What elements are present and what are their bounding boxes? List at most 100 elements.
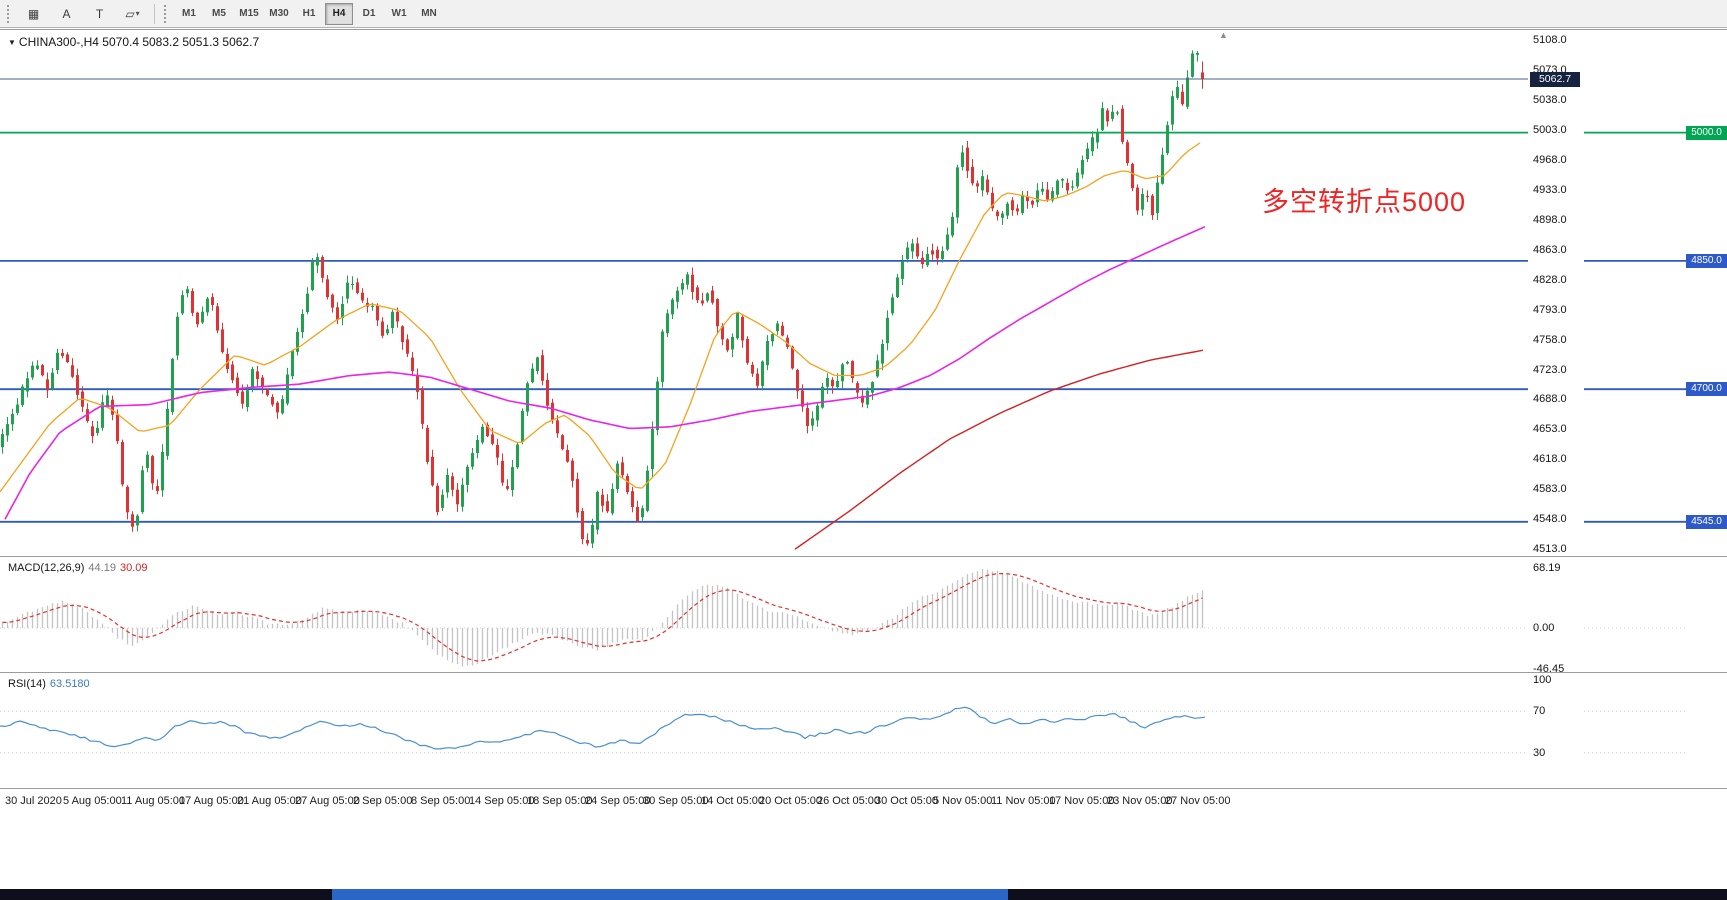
- price-axis-label: 4793.0: [1533, 304, 1567, 316]
- time-label: 24 Sep 05:00: [585, 795, 651, 807]
- rsi-axis-label: 100: [1533, 674, 1552, 686]
- timeframe-button-M30[interactable]: M30: [269, 8, 289, 19]
- timeframe-button-H1[interactable]: H1: [302, 8, 316, 19]
- hline-price-tags: 5000.0 4850.0 4700.0 4545.0: [1686, 30, 1727, 788]
- panel-separator[interactable]: [0, 672, 1727, 673]
- panel-separator[interactable]: [0, 788, 1727, 789]
- rsi-name: RSI(14): [8, 678, 46, 690]
- chart-symbol-period: CHINA300-,H4: [18, 35, 99, 49]
- time-label: 17 Aug 05:00: [179, 795, 244, 807]
- time-label: 14 Sep 05:00: [469, 795, 535, 807]
- time-label: 18 Sep 05:00: [527, 795, 593, 807]
- time-label: 5 Nov 05:00: [933, 795, 993, 807]
- rsi-axis-label: 30: [1533, 747, 1546, 759]
- hline-tag-4545.0: 4545.0: [1686, 515, 1727, 529]
- time-label: 27 Aug 05:00: [295, 795, 360, 807]
- macd-name: MACD(12,26,9): [8, 562, 85, 574]
- timeframe-drag-handle[interactable]: [164, 4, 170, 23]
- time-label: 8 Sep 05:00: [411, 795, 471, 807]
- grid-icon-glyph: ▦: [27, 6, 40, 21]
- time-label: 26 Oct 05:00: [817, 795, 880, 807]
- timeframe-button-M5[interactable]: M5: [212, 8, 226, 19]
- macd-canvas[interactable]: [0, 558, 1688, 672]
- price-axis-label: 4723.0: [1533, 364, 1567, 376]
- rsi-value: 63.5180: [49, 678, 90, 690]
- timeframe-button-M1[interactable]: M1: [182, 8, 196, 19]
- rsi-indicator-label: RSI(14) 63.5180: [8, 678, 90, 690]
- ma-slow-line: [794, 349, 1204, 550]
- chart-ohlc-values: 5070.4 5083.2 5051.3 5062.7: [102, 35, 260, 49]
- toolbar: ▦ A T ▱ ▾ M1 M5 M15 M30 H1 H4 D1 W1 MN: [0, 0, 1727, 28]
- price-axis[interactable]: 5062.7 5108.0 5073.0 5038.0 5003.0 4968.0 493…: [1528, 30, 1584, 788]
- hline-tag-5000.0: 5000.0: [1686, 126, 1727, 140]
- time-label: 17 Nov 05:00: [1049, 795, 1115, 807]
- bottom-strip-highlight: [332, 889, 1008, 900]
- price-axis-label: 5108.0: [1533, 34, 1567, 46]
- time-label: 30 Sep 05:00: [643, 795, 709, 807]
- time-axis[interactable]: 30 Jul 2020 5 Aug 05:00 11 Aug 05:00 17 Aug…: [0, 790, 1727, 812]
- rsi-canvas[interactable]: [0, 674, 1688, 788]
- timeframe-button-D1[interactable]: D1: [362, 8, 376, 19]
- rsi-axis-label: 70: [1533, 705, 1546, 717]
- toolbar-drag-handle[interactable]: [7, 4, 13, 23]
- hline-tag-4850.0: 4850.0: [1686, 254, 1727, 268]
- shapes-dropdown-button-glyph: ▱: [125, 6, 135, 21]
- annotation-text[interactable]: 多空转折点5000: [1262, 187, 1467, 217]
- text-tool-button[interactable]: T: [84, 2, 115, 25]
- rsi-line: [0, 706, 1206, 750]
- timeframe-button-MN[interactable]: MN: [421, 8, 437, 19]
- grid-icon[interactable]: ▦: [18, 2, 49, 25]
- price-axis-label: 4758.0: [1533, 334, 1567, 346]
- text-tool-button-glyph: T: [95, 6, 104, 21]
- macd-axis-label: 0.00: [1533, 622, 1555, 634]
- chart-title: ▼ CHINA300-,H4 5070.4 5083.2 5051.3 5062.…: [8, 35, 259, 49]
- price-axis-label: 4688.0: [1533, 393, 1567, 405]
- time-label: 30 Oct 05:00: [875, 795, 938, 807]
- timeframe-button-M15[interactable]: M15: [239, 8, 259, 19]
- candles: [1, 50, 1204, 549]
- chart-marker-icon: ▼: [8, 38, 16, 47]
- timeframe-button-W1[interactable]: W1: [391, 8, 407, 19]
- price-axis-label: 5038.0: [1533, 94, 1567, 106]
- timeframe-button-H4[interactable]: H4: [325, 2, 353, 25]
- macd-axis-label: 68.19: [1533, 562, 1561, 574]
- time-label: 27 Nov 05:00: [1165, 795, 1231, 807]
- horizontal-lines[interactable]: [0, 131, 1686, 523]
- time-label: 20 Oct 05:00: [759, 795, 822, 807]
- macd-signal-line: [2, 573, 1203, 662]
- drawing-tools-group: ▦ A T ▱ ▾: [17, 2, 149, 25]
- shapes-dropdown-button[interactable]: ▱ ▾: [117, 2, 148, 25]
- price-axis-label: 4968.0: [1533, 154, 1567, 166]
- macd-histogram: [1, 568, 1204, 667]
- price-axis-label: 4618.0: [1533, 453, 1567, 465]
- time-label: 11 Nov 05:00: [991, 795, 1056, 807]
- arrow-tool-button[interactable]: A: [51, 2, 82, 25]
- price-chart-canvas[interactable]: [0, 30, 1688, 556]
- time-label: 21 Aug 05:00: [237, 795, 302, 807]
- current-price-tag: 5062.7: [1530, 72, 1580, 87]
- price-axis-label: 4863.0: [1533, 244, 1567, 256]
- ma-mid-line: [4, 225, 1206, 520]
- toolbar-separator: [154, 3, 155, 24]
- price-axis-label: 4583.0: [1533, 483, 1567, 495]
- time-label: 11 Aug 05:00: [121, 795, 186, 807]
- price-axis-label: 4933.0: [1533, 184, 1567, 196]
- arrow-tool-button-glyph: A: [62, 6, 71, 21]
- price-axis-label: 4828.0: [1533, 274, 1567, 286]
- timeframe-group: M1 M5 M15 M30 H1 H4 D1 W1 MN: [174, 2, 444, 25]
- macd-signal-value: 30.09: [119, 562, 148, 574]
- price-axis-label: 4898.0: [1533, 214, 1567, 226]
- panel-separator[interactable]: [0, 556, 1727, 557]
- chart-shift-marker-icon[interactable]: ▲: [1219, 30, 1228, 40]
- bottom-strip: [0, 889, 1727, 900]
- price-axis-label: 5003.0: [1533, 124, 1567, 136]
- chevron-down-icon: ▾: [135, 9, 140, 18]
- time-label: 5 Aug 05:00: [63, 795, 122, 807]
- hline-tag-4700.0: 4700.0: [1686, 382, 1727, 396]
- price-axis-label: 4653.0: [1533, 423, 1567, 435]
- time-label: 14 Oct 05:00: [701, 795, 764, 807]
- time-label: 2 Sep 05:00: [353, 795, 413, 807]
- time-label: 30 Jul 2020: [5, 795, 62, 807]
- price-axis-label: 4548.0: [1533, 513, 1567, 525]
- macd-indicator-label: MACD(12,26,9) 44.19 30.09: [8, 562, 147, 574]
